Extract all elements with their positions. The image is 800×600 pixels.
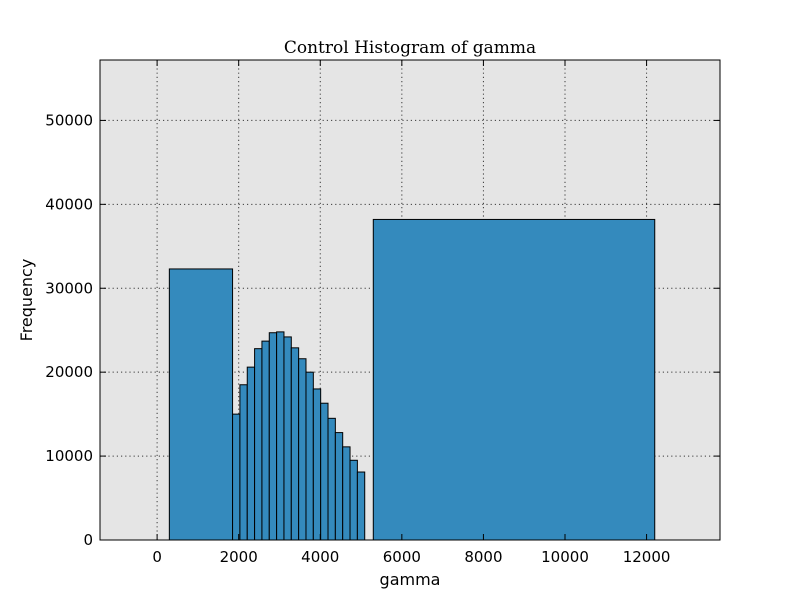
histogram-bar [356, 471, 366, 541]
x-tick-label: 12000 [623, 548, 671, 566]
y-tick-label: 30000 [45, 279, 93, 297]
y-axis-label: Frequency [17, 259, 36, 342]
histogram-bar [268, 332, 278, 541]
x-tick-label: 0 [152, 548, 162, 566]
histogram-bar [298, 358, 307, 541]
histogram-bar [334, 432, 344, 541]
histogram-bar [320, 402, 329, 541]
y-tick-label: 10000 [45, 447, 93, 465]
histogram-bar [239, 384, 248, 541]
x-tick-label: 10000 [541, 548, 589, 566]
x-tick-label: 6000 [383, 548, 421, 566]
chart-title: Control Histogram of gamma [284, 38, 536, 58]
y-tick-label: 40000 [45, 195, 93, 213]
y-tick-label: 50000 [45, 111, 93, 129]
histogram-bar [283, 336, 292, 541]
histogram-bar [342, 446, 351, 541]
histogram-bar [349, 459, 358, 541]
histogram-bar [168, 268, 234, 541]
x-axis-label: gamma [380, 570, 441, 589]
histogram-bar [327, 417, 336, 541]
y-tick-label: 20000 [45, 363, 93, 381]
y-tick-label: 0 [83, 531, 93, 549]
x-tick-label: 2000 [220, 548, 258, 566]
plot-frame [99, 59, 721, 541]
histogram-bar [276, 331, 285, 541]
histogram-bar [290, 347, 300, 541]
histogram-bar [254, 348, 263, 541]
x-tick-label: 8000 [464, 548, 502, 566]
axis-ticks: 0 2000 4000 6000 8000 10000 12000 0 10000 20000 30… [45, 60, 720, 566]
histogram-bar [261, 340, 270, 541]
histogram-bar [372, 218, 656, 541]
x-tick-label: 4000 [301, 548, 339, 566]
histogram-bar [232, 413, 241, 541]
histogram-bar [246, 366, 256, 541]
histogram-bar [305, 371, 314, 541]
histogram-bar [312, 388, 322, 541]
